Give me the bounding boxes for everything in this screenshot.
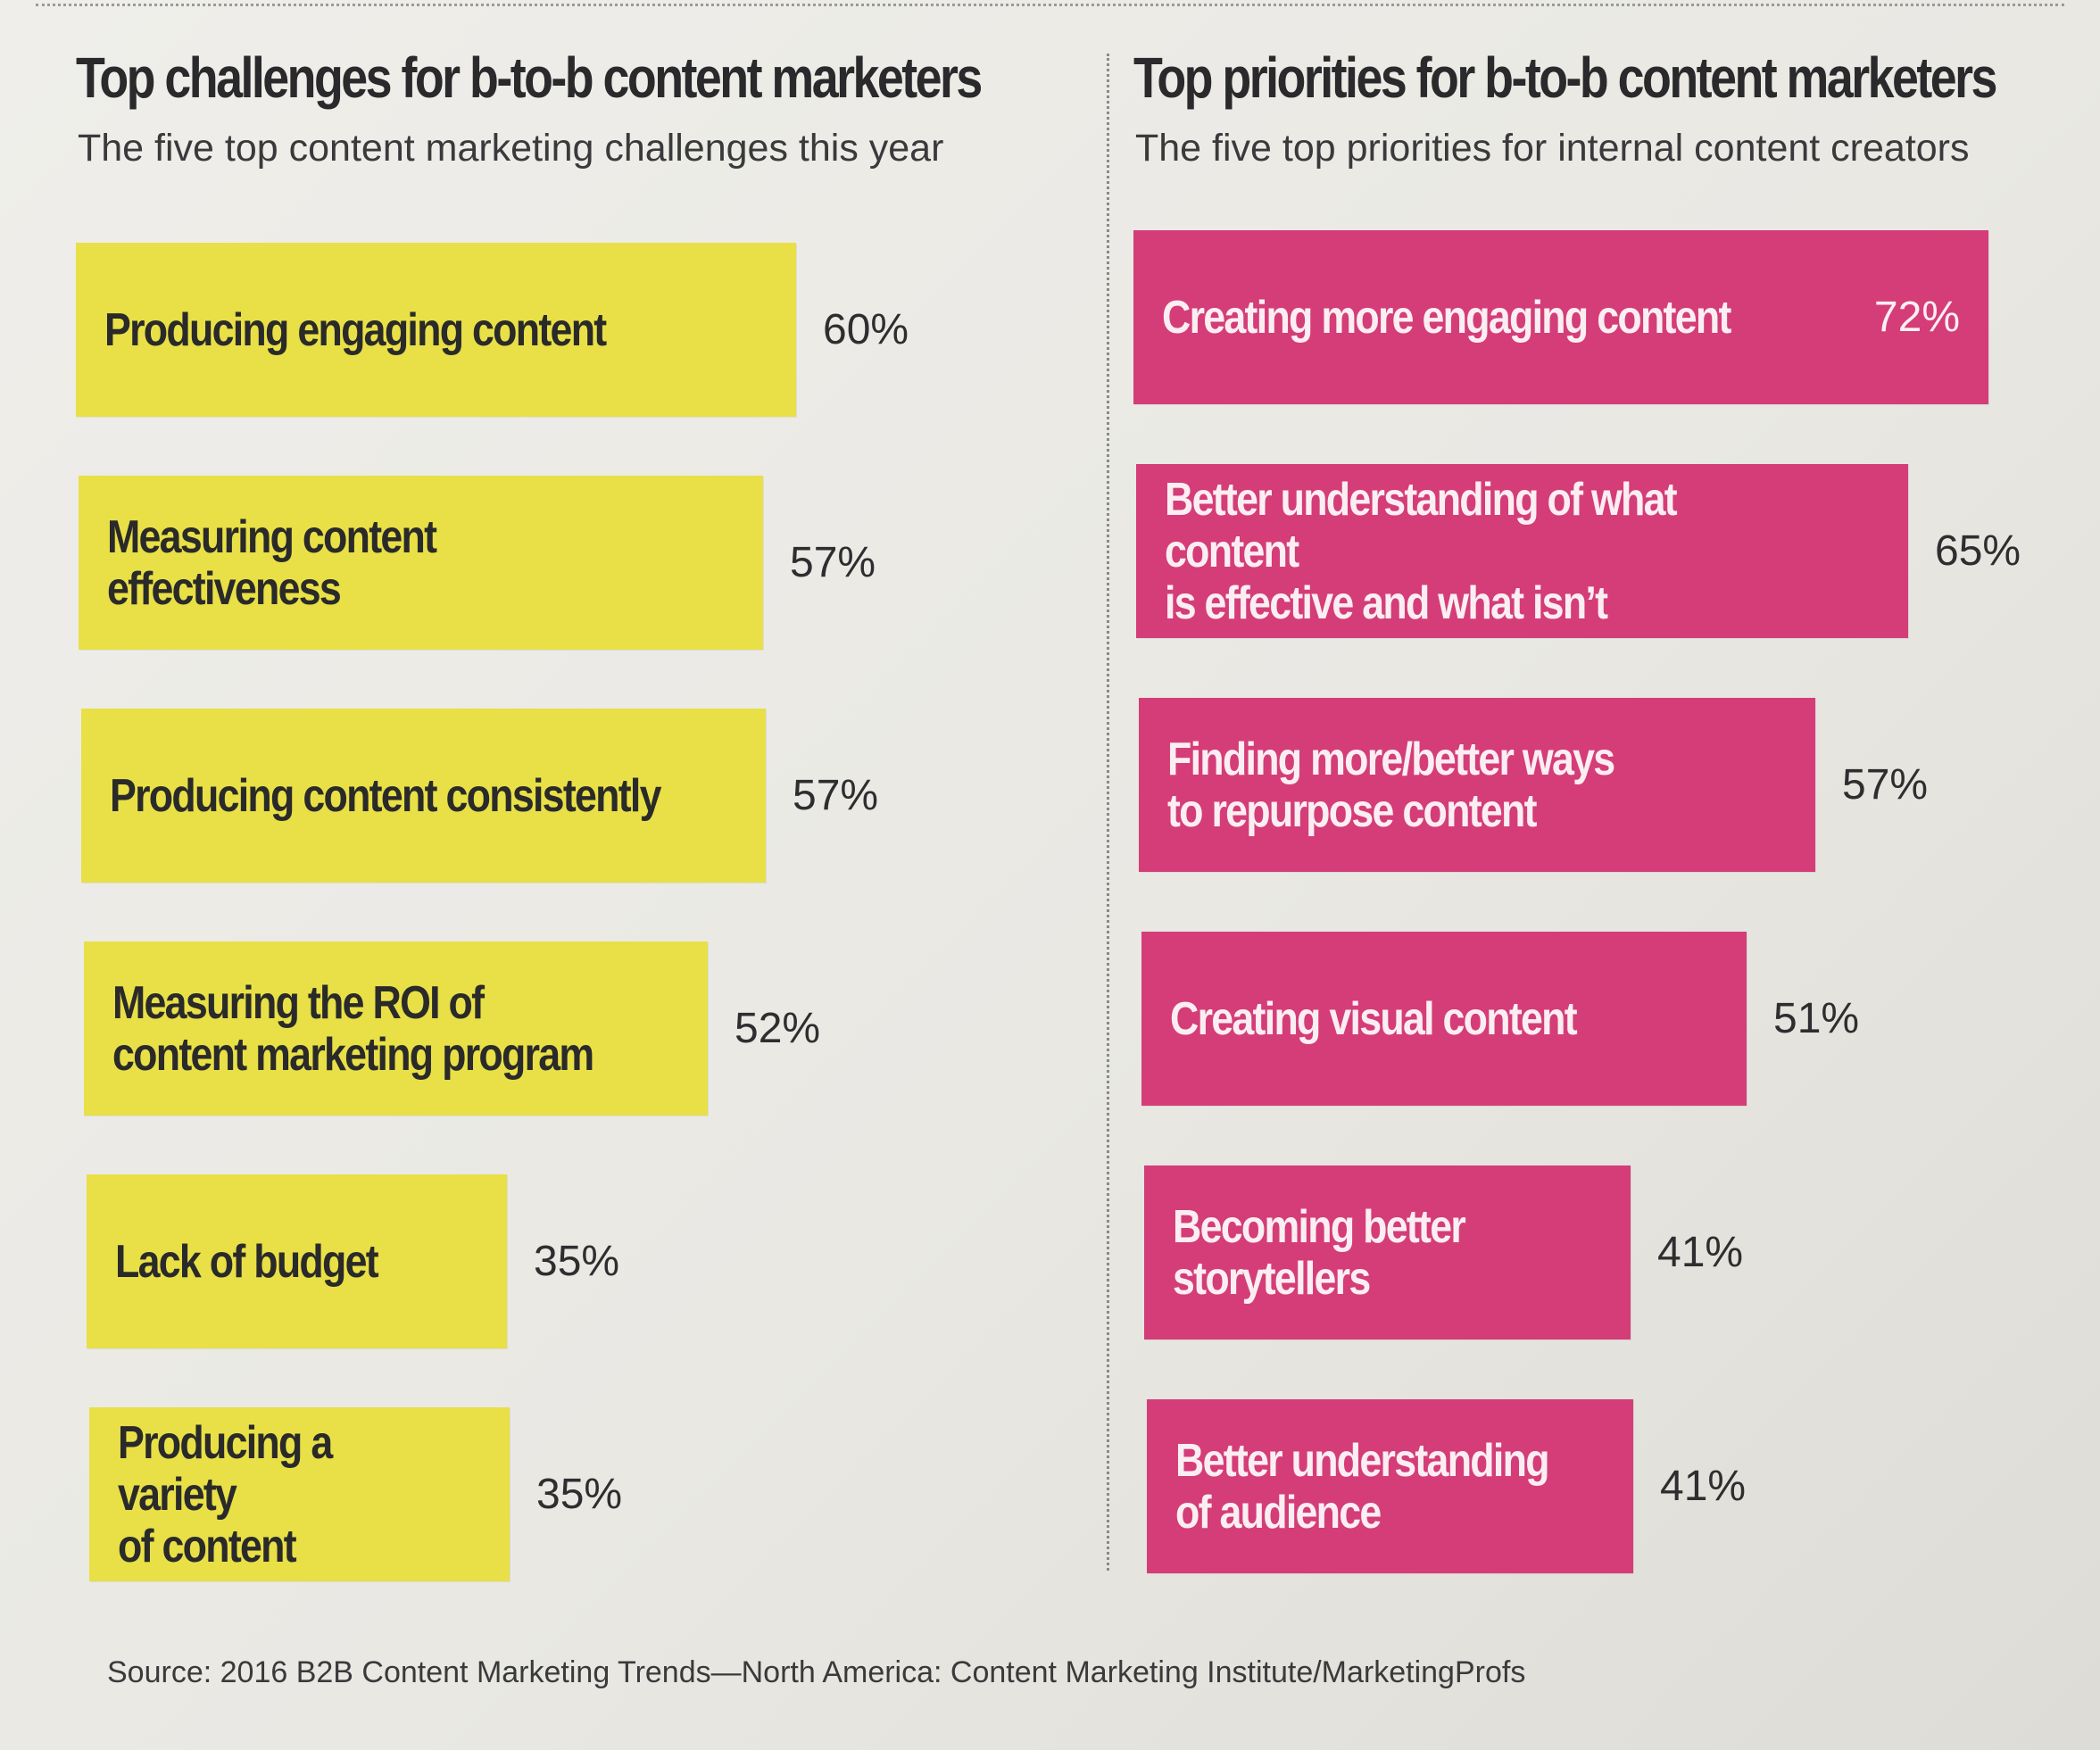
bar-label: Measuring content effectiveness — [107, 510, 437, 615]
bar-value-label: 57% — [793, 772, 879, 819]
challenges-title: Top challenges for b-to-b content market… — [76, 46, 983, 110]
bar-value-label: 35% — [534, 1238, 620, 1285]
bar: Producing a variety of content — [89, 1407, 510, 1581]
bar-row: Becoming better storytellers 41% — [1144, 1165, 1743, 1339]
bar-row: Lack of budget 35% — [87, 1174, 619, 1348]
panel-divider — [1107, 54, 1109, 1571]
bar-value-label: 41% — [1657, 1229, 1744, 1276]
bar-row: Producing a variety of content 35% — [89, 1407, 622, 1581]
bar-value-label: 52% — [735, 1005, 821, 1052]
bar: Becoming better storytellers — [1144, 1165, 1631, 1339]
challenges-panel: Top challenges for b-to-b content market… — [76, 45, 1067, 1581]
bar-value-label: 65% — [1935, 527, 2021, 575]
bar-label: Creating more engaging content — [1162, 291, 1731, 344]
bar-label: Lack of budget — [115, 1235, 379, 1288]
priorities-panel: Top priorities for b-to-b content market… — [1133, 45, 2079, 1573]
priorities-subtitle: The five top priorities for internal con… — [1135, 127, 1970, 170]
bar-value-label: 60% — [823, 306, 909, 353]
bar: Producing engaging content — [76, 243, 796, 417]
bar: Lack of budget — [87, 1174, 507, 1348]
bar-label: Becoming better storytellers — [1173, 1200, 1466, 1305]
bar: Better understanding of audience — [1147, 1399, 1633, 1573]
bar-row: Measuring content effectiveness 57% — [79, 476, 876, 650]
bar-row: Measuring the ROI of content marketing p… — [84, 941, 820, 1116]
source-note: Source: 2016 B2B Content Marketing Trend… — [107, 1655, 1526, 1689]
bar: Producing content consistently — [81, 709, 766, 883]
bar-row: Better understanding of what content is … — [1136, 464, 2021, 638]
bar: Better understanding of what content is … — [1136, 464, 1908, 638]
bar-label: Measuring the ROI of content marketing p… — [112, 976, 594, 1081]
bar: Measuring the ROI of content marketing p… — [84, 941, 708, 1116]
bar-label: Better understanding of audience — [1175, 1434, 1550, 1539]
bar-row: Creating more engaging content 72% — [1133, 230, 1988, 404]
bar-row: Finding more/better ways to repurpose co… — [1139, 698, 1928, 872]
bar-value-label: 57% — [790, 539, 876, 586]
bar: Creating visual content — [1141, 932, 1747, 1106]
bar-label: Producing a variety of content — [118, 1416, 333, 1572]
bar-label: Finding more/better ways to repurpose co… — [1167, 733, 1615, 837]
top-dotted-rule — [36, 4, 2064, 6]
bar-label: Better understanding of what content is … — [1165, 473, 1678, 629]
bar-value-label: 35% — [536, 1471, 623, 1518]
challenges-subtitle: The five top content marketing challenge… — [78, 127, 944, 170]
priorities-title: Top priorities for b-to-b content market… — [1133, 46, 1997, 110]
bar-value-label: 57% — [1842, 761, 1929, 809]
bar-label: Producing engaging content — [104, 303, 607, 356]
bar-row: Better understanding of audience 41% — [1147, 1399, 1746, 1573]
bar: Finding more/better ways to repurpose co… — [1139, 698, 1815, 872]
bar-label: Producing content consistently — [110, 769, 662, 822]
bar-label: Creating visual content — [1170, 992, 1578, 1045]
bar-value-label: 72% — [1873, 294, 1960, 341]
bar-row: Producing engaging content 60% — [76, 243, 909, 417]
bar: Creating more engaging content 72% — [1133, 230, 1988, 404]
bar-value-label: 41% — [1660, 1463, 1747, 1510]
bar-row: Creating visual content 51% — [1141, 932, 1859, 1106]
bar-row: Producing content consistently 57% — [81, 709, 878, 883]
bar: Measuring content effectiveness — [79, 476, 763, 650]
bar-value-label: 51% — [1773, 995, 1860, 1042]
